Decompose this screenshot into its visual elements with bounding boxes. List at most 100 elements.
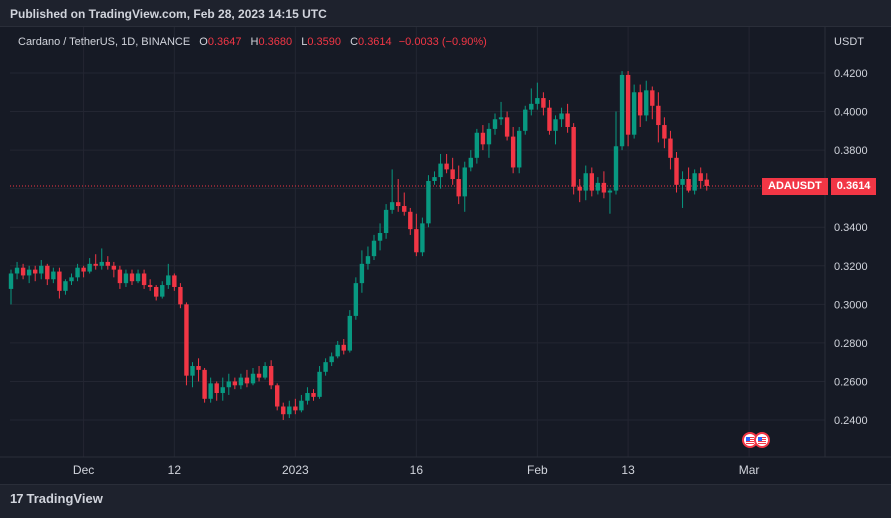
candle xyxy=(402,192,407,216)
candle xyxy=(317,366,322,399)
candle-body xyxy=(432,177,437,181)
candle xyxy=(625,71,631,147)
candle-body xyxy=(668,138,673,158)
candles-layer xyxy=(8,71,709,420)
candle xyxy=(51,267,56,284)
candle-body xyxy=(589,173,594,191)
candle xyxy=(565,103,570,133)
candle xyxy=(141,269,147,289)
candle xyxy=(389,169,395,214)
candle xyxy=(293,398,298,415)
candle xyxy=(244,369,250,388)
candle xyxy=(135,269,141,284)
candle-body xyxy=(293,406,298,411)
candle xyxy=(644,80,649,122)
candle xyxy=(39,259,44,280)
candle xyxy=(208,377,213,403)
candle xyxy=(365,246,371,270)
candle xyxy=(99,248,104,270)
candle xyxy=(553,115,558,145)
candle-body xyxy=(504,117,510,137)
candle xyxy=(595,177,601,195)
candle-body xyxy=(402,206,407,212)
y-tick-label: 0.4000 xyxy=(834,107,868,119)
candle xyxy=(75,263,80,282)
candle xyxy=(668,130,673,170)
candle xyxy=(377,223,383,251)
candle xyxy=(147,279,153,291)
candle xyxy=(238,373,244,390)
candle-body xyxy=(202,369,207,399)
candle-body xyxy=(510,136,516,168)
candle xyxy=(523,105,528,135)
candle-body xyxy=(323,362,328,372)
y-tick-label: 0.2400 xyxy=(834,415,868,427)
candle xyxy=(196,358,201,382)
candle xyxy=(396,179,401,212)
symbol-title[interactable]: Cardano / TetherUS, 1D, BINANCE xyxy=(18,36,191,48)
candle-body xyxy=(154,286,159,297)
candle xyxy=(220,377,225,401)
candle-body xyxy=(57,271,62,291)
candle-body xyxy=(220,387,225,394)
candle-body xyxy=(214,383,219,394)
candle-body xyxy=(33,269,38,274)
candle xyxy=(517,126,522,174)
candle xyxy=(329,352,334,367)
candle-body xyxy=(347,315,352,351)
y-tick-label: 0.4200 xyxy=(834,68,868,80)
candle-body xyxy=(438,163,443,178)
candle xyxy=(492,113,498,135)
candle-body xyxy=(305,393,310,401)
close-value: 0.3614 xyxy=(358,36,392,48)
candle xyxy=(631,84,637,139)
candle xyxy=(686,167,691,193)
candle xyxy=(305,387,310,405)
x-tick-label: 2023 xyxy=(282,463,309,477)
candle-body xyxy=(468,157,473,168)
candle-body xyxy=(75,267,80,278)
candle-body xyxy=(226,381,231,388)
candle xyxy=(619,71,625,151)
candle-body xyxy=(196,366,201,370)
candle-body xyxy=(45,265,50,280)
candle xyxy=(160,281,165,299)
candle-body xyxy=(93,263,98,266)
y-tick-label: 0.3000 xyxy=(834,299,868,311)
candle-body xyxy=(480,132,486,145)
candle-body xyxy=(105,261,110,266)
candle xyxy=(335,340,340,359)
candle xyxy=(299,394,304,413)
candle xyxy=(426,175,431,228)
y-tick-label: 0.3200 xyxy=(834,261,868,273)
candle-body xyxy=(250,373,256,384)
candle-body xyxy=(529,103,534,110)
candle-body xyxy=(426,180,431,224)
candle xyxy=(638,84,643,127)
economic-events[interactable] xyxy=(742,432,770,448)
candle xyxy=(438,153,443,189)
candle xyxy=(504,111,510,141)
candle xyxy=(105,256,110,270)
candle xyxy=(662,117,667,149)
candle xyxy=(577,179,582,203)
candlestick-chart[interactable]: 0.42000.40000.38000.36000.34000.32000.30… xyxy=(0,27,891,484)
candle xyxy=(541,92,546,116)
candle xyxy=(414,213,419,257)
candle-body xyxy=(541,98,546,108)
candle-body xyxy=(383,209,389,234)
y-tick-label: 0.3400 xyxy=(834,222,868,234)
candle-body xyxy=(262,366,268,378)
candle-body xyxy=(686,179,691,191)
us-flag-event-icon[interactable] xyxy=(754,432,770,448)
candle-body xyxy=(268,366,274,386)
candle xyxy=(214,381,219,401)
candle xyxy=(87,258,92,274)
chart-panel[interactable]: 0.42000.40000.38000.36000.34000.32000.30… xyxy=(0,26,891,485)
candle xyxy=(172,273,177,291)
candle xyxy=(529,88,534,116)
candle xyxy=(256,366,262,382)
candle-body xyxy=(51,271,56,280)
candle-body xyxy=(420,223,425,253)
ticker-label: ADAUSDT xyxy=(762,178,828,195)
